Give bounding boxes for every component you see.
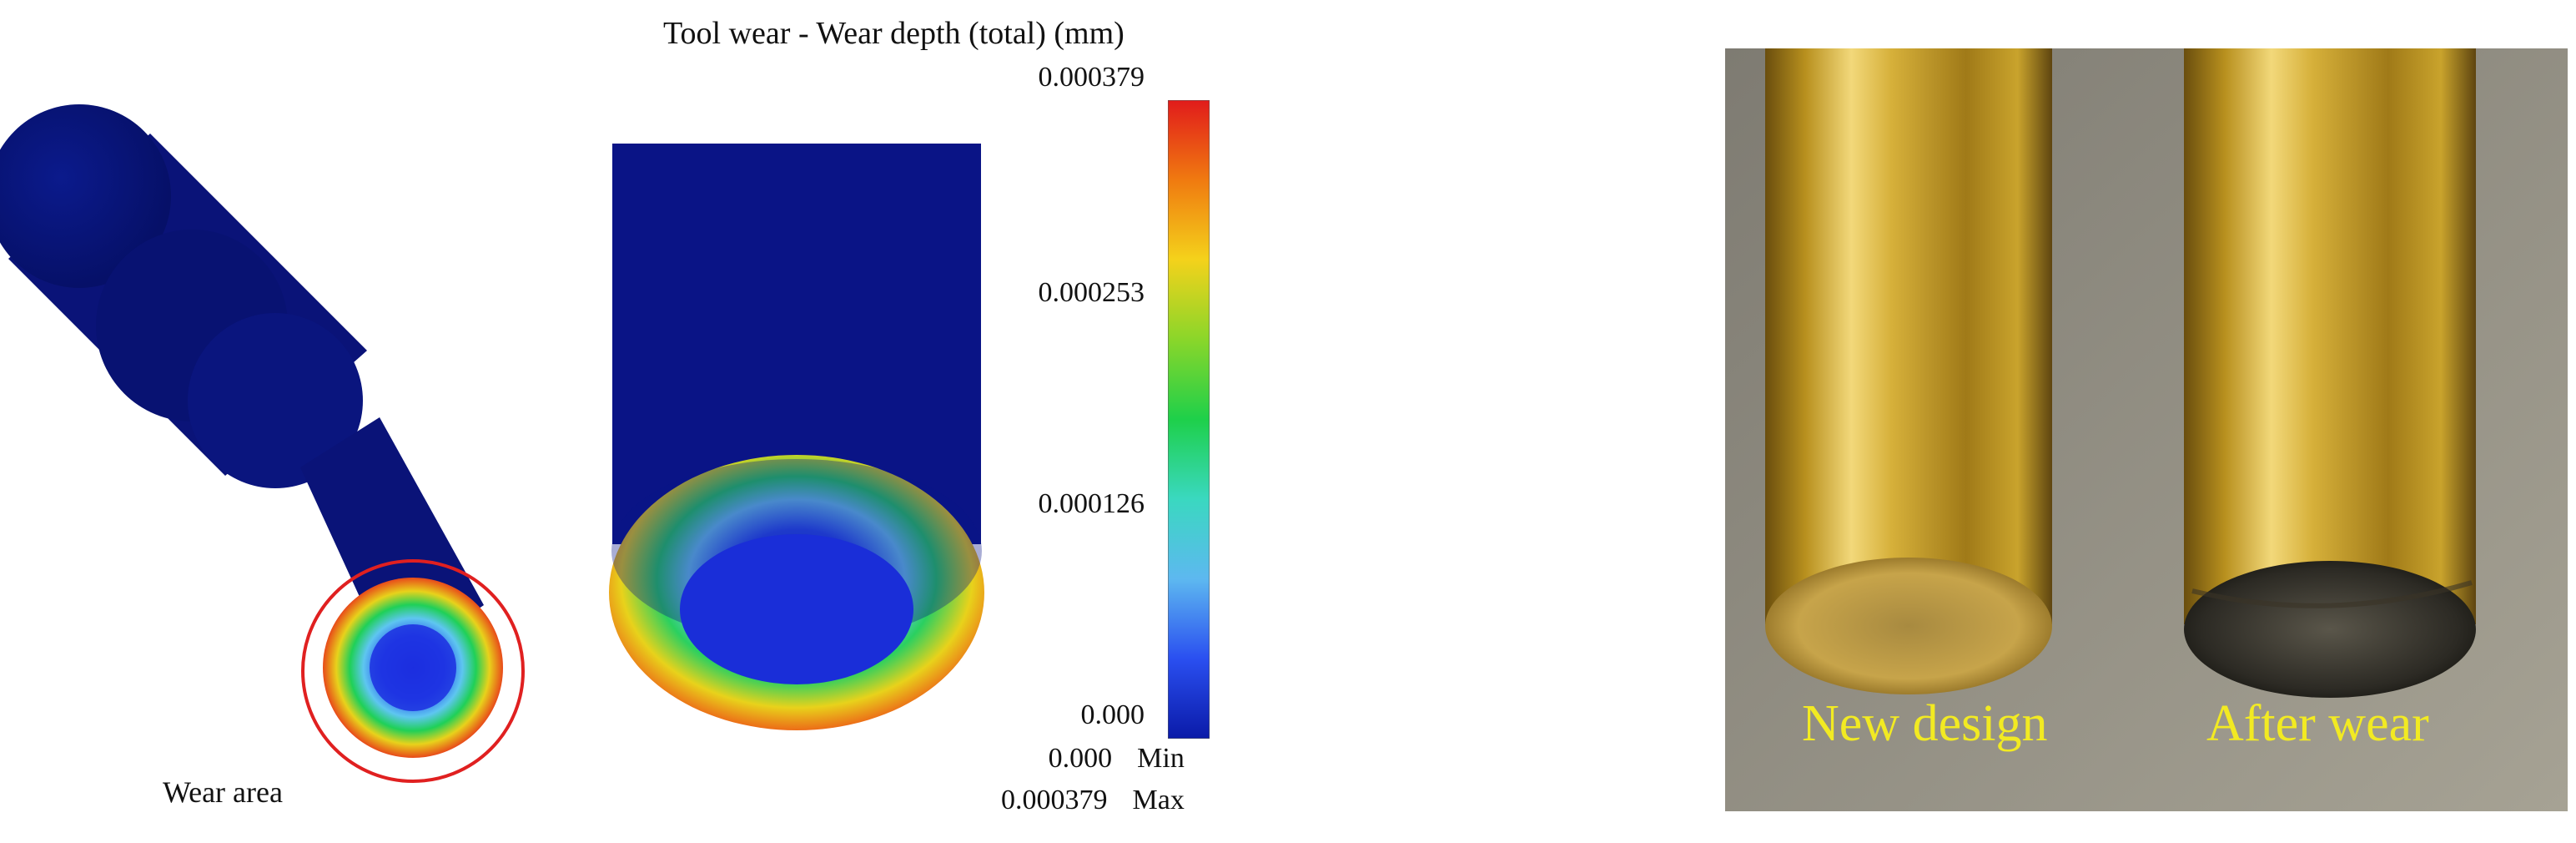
after-wear-rod <box>2184 48 2476 698</box>
max-row: 0.000379 Max <box>1001 785 1185 826</box>
after-wear-label: After wear <box>2206 695 2429 752</box>
colorbar-tick-min: 0.000 <box>1080 699 1145 730</box>
min-row: 0.000 Min <box>1001 743 1185 785</box>
colorbar <box>1168 100 1210 739</box>
legend-title: Tool wear - Wear depth (total) (mm) <box>663 16 1124 51</box>
max-value: 0.000379 <box>1001 785 1108 815</box>
new-design-label: New design <box>1802 695 2048 752</box>
tool-tip-closeup <box>609 144 984 730</box>
wear-tip <box>323 578 503 758</box>
wear-area-highlight-circle <box>301 559 525 783</box>
tool-photo <box>1725 48 2568 811</box>
colorbar-tick-max: 0.000379 <box>1038 62 1145 93</box>
max-label: Max <box>1132 785 1185 815</box>
min-label: Min <box>1137 743 1185 774</box>
min-value: 0.000 <box>1048 743 1113 774</box>
tool-bottom-center <box>680 534 913 684</box>
wear-area-label: Wear area <box>163 775 283 809</box>
colorbar-tick-1: 0.000126 <box>1038 488 1145 519</box>
tool-photo-drawing <box>1725 48 2568 811</box>
tool-oblique-view <box>0 104 525 783</box>
tool-shank <box>0 104 484 668</box>
min-max-readout: 0.000 Min 0.000379 Max <box>1001 743 1185 826</box>
colorbar-tick-2: 0.000253 <box>1038 277 1145 308</box>
new-design-rod <box>1765 48 2052 694</box>
